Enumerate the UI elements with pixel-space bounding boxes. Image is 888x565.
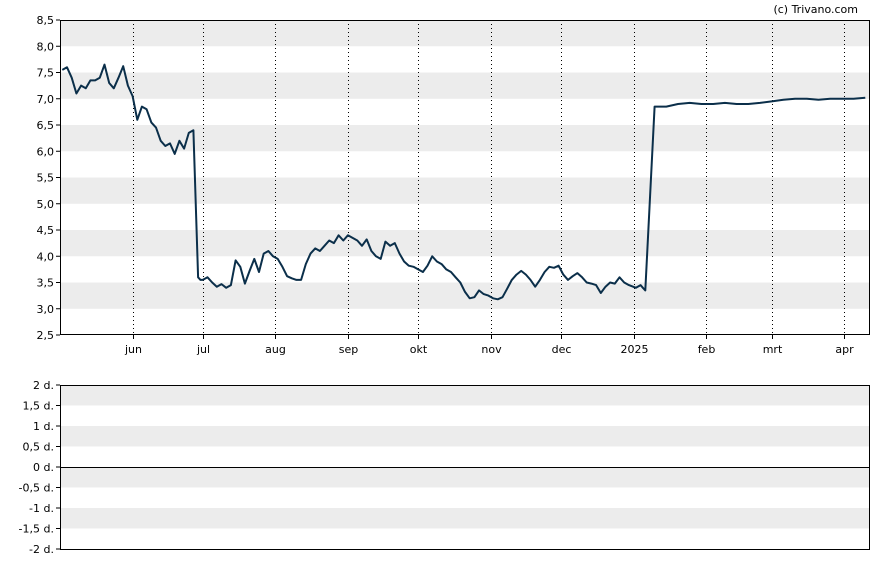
main-grid-band: [60, 282, 870, 309]
main-y-tick-label: 8,0: [37, 40, 55, 53]
lower-y-tick-label: 0,5 d.: [23, 441, 54, 454]
main-chart-frame: [60, 20, 870, 335]
main-x-tick-label: okt: [410, 343, 428, 356]
lower-grid-band: [60, 426, 870, 447]
main-y-tick-label: 8,5: [37, 14, 55, 27]
lower-grid-band: [60, 385, 870, 406]
lower-grid-band: [60, 508, 870, 529]
main-x-tick-label: aug: [265, 343, 286, 356]
main-x-tick-label: jul: [196, 343, 210, 356]
lower-y-tick-label: -1 d.: [29, 502, 54, 515]
main-x-tick-label: 2025: [621, 343, 649, 356]
lower-y-tick-label: 1 d.: [33, 420, 54, 433]
main-x-tick-label: feb: [698, 343, 716, 356]
price-line: [61, 63, 866, 301]
lower-chart-bands: [60, 385, 870, 529]
lower-y-tick-label: -2 d.: [29, 543, 54, 556]
main-x-tick-label: mrt: [763, 343, 783, 356]
main-x-tick-label: nov: [481, 343, 502, 356]
lower-grid-band: [60, 467, 870, 488]
main-chart-y-axis: 2,5 3,0 3,5 4,0 4,5 5,0 5,5 6,0 6,5 7,0 7,5 8,0 8,5: [37, 14, 60, 342]
copyright-text: (c) Trivano.com: [773, 3, 858, 16]
lower-y-tick-label: 1,5 d.: [23, 400, 54, 413]
main-y-tick-label: 4,0: [37, 250, 55, 263]
price-chart: 2,53,03,54,04,55,05,56,06,57,07,58,08,5 …: [37, 14, 870, 356]
main-y-tick-label: 3,5: [37, 277, 55, 290]
main-y-tick-label: 2,5: [37, 329, 55, 342]
main-y-tick-label: 5,0: [37, 198, 55, 211]
main-y-tick-label: 7,5: [37, 67, 55, 80]
main-y-tick-label: 6,5: [37, 119, 55, 132]
main-x-tick-label: jun: [124, 343, 142, 356]
lower-chart-y-axis: 2 d. 1,5 d. 1 d. 0,5 d. 0 d. -0,5 d. -1 d. -1,5…: [19, 379, 60, 556]
main-x-tick-label: sep: [339, 343, 358, 356]
main-grid-band: [60, 72, 870, 99]
main-y-tick-label: 7,0: [37, 93, 55, 106]
main-y-tick-label: 6,0: [37, 145, 55, 158]
lower-y-tick-label: 0 d.: [33, 461, 54, 474]
main-y-tick-label: 4,5: [37, 224, 55, 237]
main-x-tick-label: apr: [835, 343, 854, 356]
main-grid-band: [60, 230, 870, 257]
main-chart-bands: [60, 20, 870, 309]
main-chart-vertical-gridlines: [133, 20, 845, 335]
lower-y-tick-label: -1,5 d.: [19, 523, 54, 536]
lower-y-tick-label: 2 d.: [33, 379, 54, 392]
lower-chart: 2 d. 1,5 d. 1 d. 0,5 d. 0 d. -0,5 d. -1 d. -1,5…: [19, 379, 870, 556]
main-x-tick-label: dec: [552, 343, 572, 356]
main-y-tick-label: 5,5: [37, 172, 55, 185]
main-chart-x-axis: jun jul aug sep okt nov dec 2025 feb mrt apr: [124, 335, 854, 356]
main-grid-band: [60, 20, 870, 47]
main-grid-band: [60, 177, 870, 204]
main-grid-band: [60, 125, 870, 152]
main-y-tick-label: 3,0: [37, 303, 55, 316]
lower-chart-frame: [60, 385, 870, 550]
lower-y-tick-label: -0,5 d.: [19, 482, 54, 495]
